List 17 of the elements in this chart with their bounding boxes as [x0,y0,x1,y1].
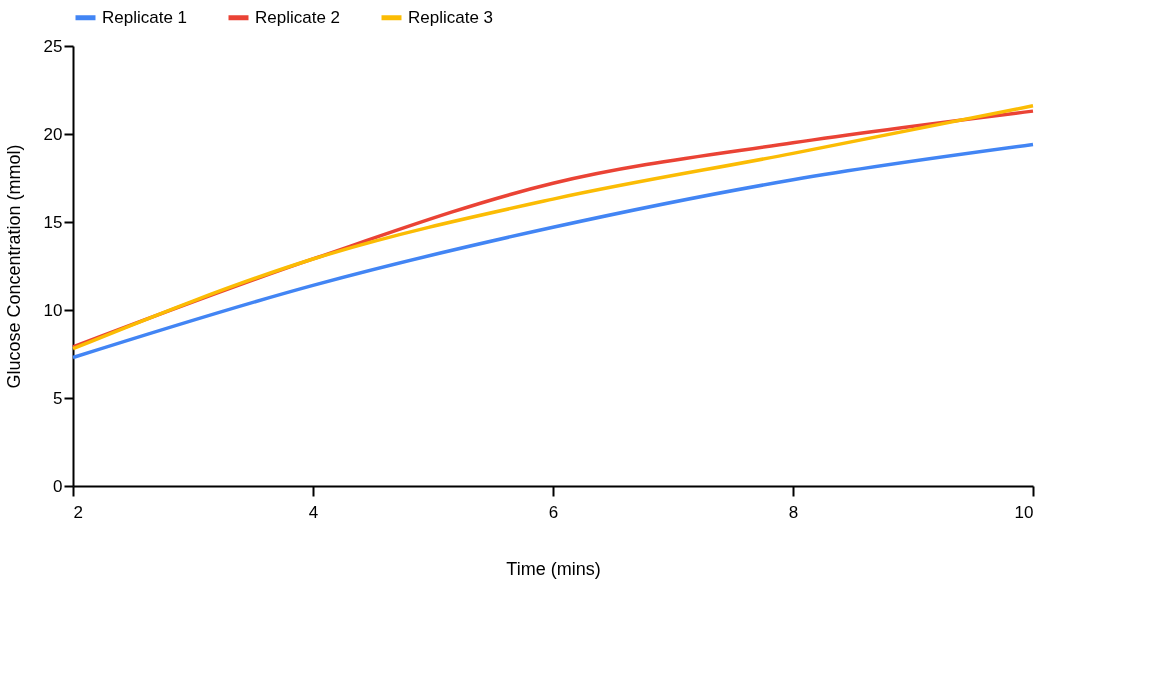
y-tick-label: 10 [43,300,63,320]
x-axis-title: Time (mins) [506,558,601,579]
line-series [71,142,1035,360]
legend-label: Replicate 3 [408,7,494,27]
y-tick-label: 5 [53,388,63,408]
y-tick-label: 20 [43,124,63,144]
y-tick-label: 25 [43,36,63,56]
x-tick-label: 8 [788,502,799,522]
legend-label: Replicate 2 [255,7,341,27]
y-axis-title: Glucose Concentration (mmol) [3,144,24,389]
y-tick-label: 0 [53,476,63,496]
x-tick-label: 4 [308,502,319,522]
y-tick-label: 15 [43,212,63,232]
x-tick-label: 10 [1014,502,1034,522]
x-tick-label: 2 [73,502,83,522]
legend-label: Replicate 1 [102,7,188,27]
x-tick-label: 6 [548,502,559,522]
